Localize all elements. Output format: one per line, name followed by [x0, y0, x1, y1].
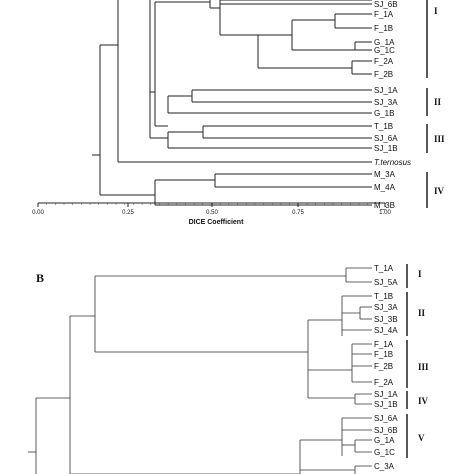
- leaf-label: G_1B: [374, 109, 394, 118]
- panel-b-leaf-labels: T_1A SJ_5A T_1B SJ_3A SJ_3B SJ_4A F_1A F…: [374, 264, 398, 471]
- group-label: II: [418, 308, 426, 318]
- axis-tick-label: 1.00: [379, 210, 391, 216]
- leaf-label: SJ_6A: [374, 414, 398, 423]
- axis-tick-label: 0.25: [122, 210, 134, 216]
- leaf-label: F_2B: [374, 70, 393, 79]
- leaf-label: SJ_1B: [374, 144, 398, 153]
- leaf-label: T_1B: [374, 122, 393, 131]
- leaf-label: SJ_6A: [374, 134, 398, 143]
- leaf-label: SJ_1A: [374, 86, 398, 95]
- axis-tick-label: 0.75: [292, 210, 304, 216]
- leaf-label: SJ_1B: [374, 400, 398, 409]
- group-label: III: [434, 134, 445, 144]
- group-label: III: [418, 362, 429, 372]
- leaf-label: SJ_6B: [374, 426, 398, 435]
- leaf-label: M_3A: [374, 170, 396, 179]
- leaf-label: T.ternosus: [374, 158, 411, 167]
- leaf-label: F_2B: [374, 362, 393, 371]
- axis-title: DICE Coefficient: [189, 219, 245, 226]
- leaf-label: F_1A: [374, 340, 394, 349]
- leaf-label: M_3B: [374, 201, 395, 210]
- panel-a-tree: [92, 0, 372, 206]
- group-label: V: [418, 433, 425, 443]
- leaf-label: SJ_6B: [374, 0, 398, 9]
- leaf-label: SJ_3A: [374, 98, 398, 107]
- leaf-label: SJ_3A: [374, 303, 398, 312]
- panel-b-group-brackets: I II III IV V: [406, 264, 429, 458]
- leaf-label: F_2A: [374, 378, 394, 387]
- panel-b-tree: [28, 267, 372, 474]
- leaf-label: T_1A: [374, 264, 394, 273]
- group-label: IV: [418, 396, 429, 406]
- leaf-label: SJ_4A: [374, 326, 398, 335]
- panel-a-axis: 0.00 0.25 0.50 0.75 1.00 DICE Coefficien…: [32, 202, 391, 226]
- axis-tick-label: 0.00: [32, 210, 44, 216]
- leaf-label: SJ_5A: [374, 278, 398, 287]
- group-label: IV: [434, 186, 445, 196]
- leaf-label: T_1B: [374, 292, 393, 301]
- panel-letter-b: B: [36, 271, 44, 285]
- leaf-label: F_1B: [374, 24, 393, 33]
- leaf-label: G_1A: [374, 38, 395, 47]
- leaf-label: G_1C: [374, 448, 395, 457]
- leaf-label: SJ_1A: [374, 390, 398, 399]
- panel-a-leaf-labels: SJ_6B F_1A F_1B G_1A G_1C F_2A F_2B SJ_1…: [374, 0, 411, 210]
- leaf-label: C_3A: [374, 462, 395, 471]
- leaf-label: SJ_3B: [374, 315, 398, 324]
- leaf-label: F_2A: [374, 57, 394, 66]
- group-label: I: [434, 6, 438, 16]
- axis-tick-label: 0.50: [206, 210, 218, 216]
- leaf-label: M_4A: [374, 183, 396, 192]
- panel-a-group-brackets: I II III IV: [426, 0, 445, 208]
- group-label: I: [418, 269, 422, 279]
- leaf-label: G_1C: [374, 46, 395, 55]
- leaf-label: F_1B: [374, 350, 393, 359]
- leaf-label: F_1A: [374, 10, 394, 19]
- group-label: II: [434, 97, 442, 107]
- leaf-label: G_1A: [374, 436, 395, 445]
